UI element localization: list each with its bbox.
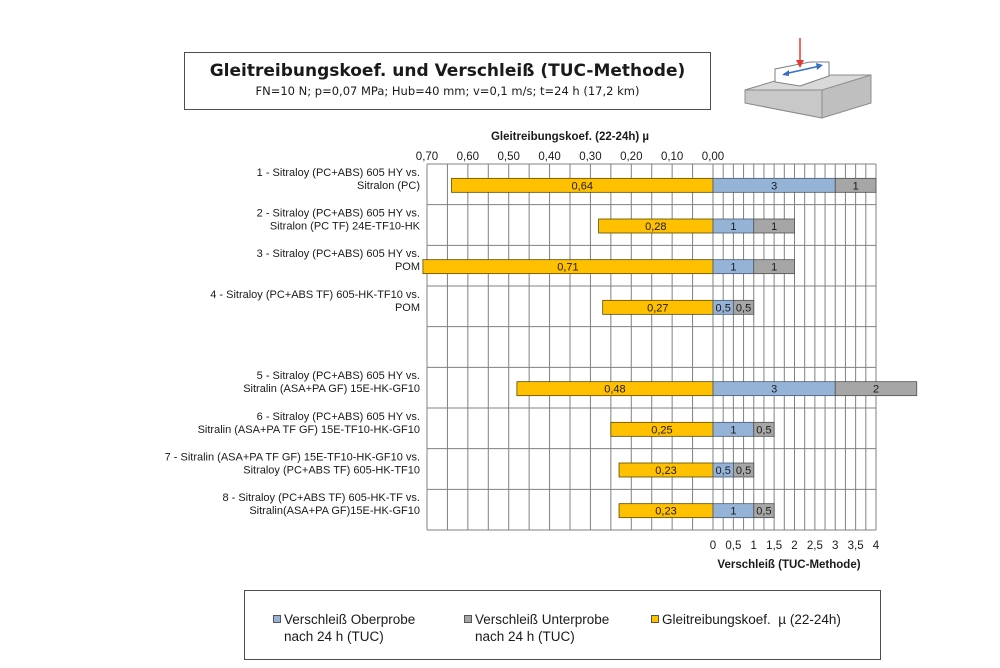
x-top-tick-label: 0,50 xyxy=(498,151,520,163)
wear-upper-bar-label: 1 xyxy=(730,221,736,233)
category-label: 7 - Sitralin (ASA+PA TF GF) 15E-TF10-HK-… xyxy=(165,452,420,464)
friction-bar-label: 0,25 xyxy=(651,424,672,436)
legend-swatch-wear-upper xyxy=(273,615,281,623)
x-bottom-tick-label: 0 xyxy=(710,540,716,552)
friction-bar-label: 0,23 xyxy=(655,506,676,518)
chart-plot: Gleitreibungskoef. (22-24h) µ 0,70 0,60 0,5… xyxy=(165,38,918,571)
category-label: 3 - Sitraloy (PC+ABS) 605 HY vs. xyxy=(257,248,420,260)
wear-upper-bar-label: 1 xyxy=(730,424,736,436)
legend-item-friction: Gleitreibungskoef. µ (22-24h) xyxy=(651,611,841,628)
wear-lower-bar xyxy=(753,218,795,234)
chart-subtitle: FN=10 N; p=0,07 MPa; Hub=40 mm; v=0,1 m/… xyxy=(255,84,640,98)
wear-lower-bar-label: 1 xyxy=(771,262,777,274)
wear-lower-bar-label: 0,5 xyxy=(736,465,751,477)
legend-swatch-wear-lower xyxy=(464,615,472,623)
friction-bar-label: 0,28 xyxy=(645,221,666,233)
wear-lower-bar-label: 1 xyxy=(853,180,859,192)
wear-lower-bar-label: 2 xyxy=(873,384,879,396)
category-label: 1 - Sitraloy (PC+ABS) 605 HY vs. xyxy=(257,167,420,179)
wear-lower-bar-label: 0,5 xyxy=(736,302,751,314)
legend-item-wear-lower: Verschleiß Unterprobe nach 24 h (TUC) xyxy=(464,611,609,645)
friction-bar-label: 0,64 xyxy=(572,180,593,192)
friction-bar-label: 0,27 xyxy=(647,302,668,314)
x-top-axis-title: Gleitreibungskoef. (22-24h) µ xyxy=(491,131,649,143)
x-top-tick-label: 0,10 xyxy=(661,151,683,163)
test-setup-illustration xyxy=(744,38,872,119)
category-label: Sitralin (ASA+PA GF) 15E-HK-GF10 xyxy=(243,383,420,395)
wear-lower-bar xyxy=(732,462,755,478)
x-bottom-tick-label: 1 xyxy=(751,540,757,552)
x-top-tick-label: 0,40 xyxy=(538,151,560,163)
category-label: 4 - Sitraloy (PC+ABS TF) 605-HK-TF10 vs. xyxy=(210,289,420,301)
x-bottom-tick-label: 2,5 xyxy=(807,540,823,552)
wear-lower-bar xyxy=(753,503,775,519)
category-label: Sitralon (PC) xyxy=(357,180,420,192)
wear-upper-bar-label: 3 xyxy=(771,384,777,396)
category-label: Sitralin(ASA+PA GF)15E-HK-GF10 xyxy=(249,505,420,517)
wear-lower-bar-label: 0,5 xyxy=(756,506,771,518)
wear-lower-bar-label: 0,5 xyxy=(756,424,771,436)
x-bottom-axis-title: Verschleiß (TUC-Methode) xyxy=(717,559,860,571)
x-bottom-tick-label: 3,5 xyxy=(848,540,864,552)
category-label: 5 - Sitraloy (PC+ABS) 605 HY vs. xyxy=(257,370,420,382)
wear-lower-bar xyxy=(834,177,877,193)
x-bottom-tick-label: 2 xyxy=(791,540,797,552)
category-label: 8 - Sitraloy (PC+ABS TF) 605-HK-TF vs. xyxy=(222,492,420,504)
category-label: Sitralin (ASA+PA TF GF) 15E-TF10-HK-GF10 xyxy=(198,424,420,436)
friction-bar-label: 0,48 xyxy=(604,384,625,396)
x-top-tick-label: 0,70 xyxy=(416,151,438,163)
category-label: 6 - Sitraloy (PC+ABS) 605 HY vs. xyxy=(257,411,420,423)
x-top-tick-label: 0,20 xyxy=(620,151,642,163)
wear-upper-bar-label: 1 xyxy=(730,262,736,274)
legend-label: Verschleiß Oberprobe nach 24 h (TUC) xyxy=(284,612,416,644)
friction-bar-label: 0,23 xyxy=(655,465,676,477)
wear-lower-bar xyxy=(753,421,775,437)
category-label: Sitralon (PC TF) 24E-TF10-HK xyxy=(270,221,421,233)
category-label: Sitraloy (PC+ABS TF) 605-HK-TF10 xyxy=(243,465,420,477)
wear-upper-bar-label: 0,5 xyxy=(716,465,731,477)
legend-label: Verschleiß Unterprobe nach 24 h (TUC) xyxy=(475,612,610,644)
x-bottom-tick-label: 4 xyxy=(873,540,880,552)
wear-lower-bar xyxy=(732,299,755,315)
wear-upper-bar-label: 3 xyxy=(771,180,777,192)
x-top-tick-label: 0,60 xyxy=(457,151,479,163)
x-bottom-tick-label: 3 xyxy=(832,540,838,552)
wear-lower-bar-label: 1 xyxy=(771,221,777,233)
category-label: 2 - Sitraloy (PC+ABS) 605 HY vs. xyxy=(257,208,420,220)
chart-title: Gleitreibungskoef. und Verschleiß (TUC-M… xyxy=(209,61,686,81)
legend-item-wear-upper: Verschleiß Oberprobe nach 24 h (TUC) xyxy=(273,611,415,645)
category-label: POM xyxy=(395,261,420,273)
chart-title-box: Gleitreibungskoef. und Verschleiß (TUC-M… xyxy=(184,52,711,110)
chart-legend: Verschleiß Oberprobe nach 24 h (TUC) Ver… xyxy=(244,590,881,660)
legend-label: Gleitreibungskoef. µ (22-24h) xyxy=(662,612,841,627)
category-label: POM xyxy=(395,302,420,314)
wear-lower-bar xyxy=(753,259,795,275)
x-top-tick-label: 0,00 xyxy=(702,151,724,163)
wear-lower-bar xyxy=(834,381,918,397)
x-bottom-tick-label: 1,5 xyxy=(766,540,782,552)
x-top-tick-label: 0,30 xyxy=(579,151,601,163)
legend-swatch-friction xyxy=(651,615,659,623)
wear-upper-bar-label: 0,5 xyxy=(716,302,731,314)
wear-upper-bar-label: 1 xyxy=(730,506,736,518)
friction-bar-label: 0,71 xyxy=(557,262,578,274)
x-bottom-tick-label: 0,5 xyxy=(725,540,741,552)
